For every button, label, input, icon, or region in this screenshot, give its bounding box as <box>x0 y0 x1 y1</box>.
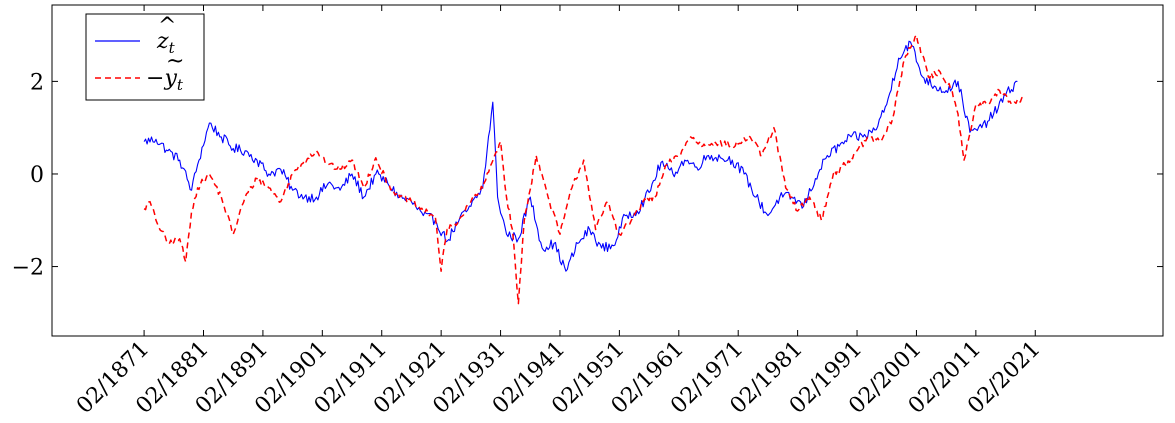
legend-label-y-accent: ~ <box>166 49 184 74</box>
legend-label-z-sub: t <box>169 39 176 57</box>
legend: zt ^ −yt ~ <box>85 13 205 101</box>
y-tick-label: 2 <box>30 70 44 95</box>
series-line-neg-y-tilde <box>143 34 1025 305</box>
legend-label-y: −yt <box>146 66 184 94</box>
x-axis: 02/187102/188102/189102/190102/191102/19… <box>72 5 1046 419</box>
y-tick-label: 0 <box>30 163 44 188</box>
legend-label-y-sub: t <box>177 76 184 94</box>
series-line-z-hat <box>143 40 1018 272</box>
y-tick-label: −2 <box>12 256 44 281</box>
legend-box <box>85 13 205 101</box>
legend-label-z-accent: ^ <box>158 14 176 39</box>
plot-frame <box>51 4 1164 337</box>
y-axis: −2 0 2 <box>12 70 1163 281</box>
series-layer <box>143 34 1025 305</box>
